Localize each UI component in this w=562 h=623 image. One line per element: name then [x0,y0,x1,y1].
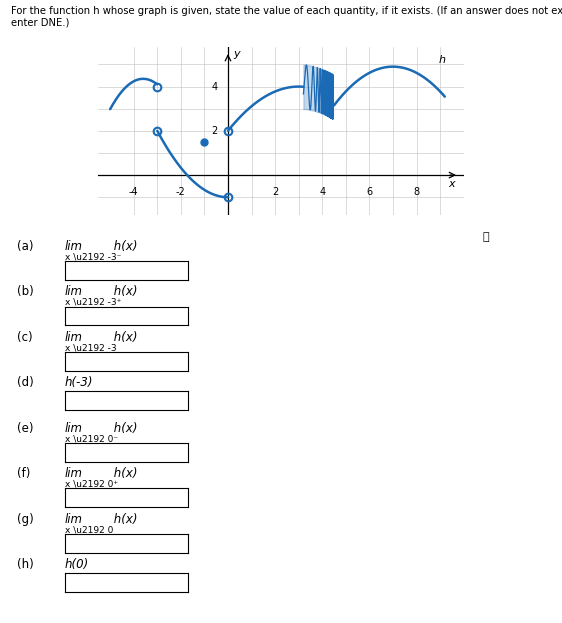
Text: ⓘ: ⓘ [483,232,490,242]
Text: 8: 8 [414,187,420,197]
Text: h: h [439,55,446,65]
Text: h(x): h(x) [110,513,137,526]
Text: y: y [233,49,239,59]
Text: (b): (b) [17,285,34,298]
Text: h(x): h(x) [110,467,137,480]
Text: lim: lim [65,422,83,435]
Text: (d): (d) [17,376,34,389]
Text: 6: 6 [366,187,373,197]
Text: (e): (e) [17,422,33,435]
Text: x \u2192 0: x \u2192 0 [65,525,113,534]
Text: 2: 2 [211,126,217,136]
Text: 2: 2 [272,187,278,197]
Text: enter DNE.): enter DNE.) [11,17,70,27]
Text: x \u2192 -3⁺: x \u2192 -3⁺ [65,298,121,307]
Text: (c): (c) [17,331,33,344]
Text: lim: lim [65,467,83,480]
Text: For the function h whose graph is given, state the value of each quantity, if it: For the function h whose graph is given,… [11,6,562,16]
Text: -4: -4 [129,187,138,197]
Text: (g): (g) [17,513,34,526]
Text: x \u2192 -3⁻: x \u2192 -3⁻ [65,252,121,261]
Text: h(-3): h(-3) [65,376,93,389]
Text: lim: lim [65,513,83,526]
Text: h(x): h(x) [110,285,137,298]
Text: -2: -2 [176,187,185,197]
Text: (f): (f) [17,467,30,480]
Text: lim: lim [65,331,83,344]
Text: h(x): h(x) [110,240,137,253]
Text: x \u2192 0⁻: x \u2192 0⁻ [65,434,118,443]
Text: x \u2192 -3: x \u2192 -3 [65,343,116,352]
Text: x: x [448,179,455,189]
Text: (a): (a) [17,240,33,253]
Text: lim: lim [65,285,83,298]
Text: 4: 4 [211,82,217,92]
Text: h(x): h(x) [110,422,137,435]
Text: h(x): h(x) [110,331,137,344]
Text: h(0): h(0) [65,558,89,571]
Text: (h): (h) [17,558,34,571]
Text: x \u2192 0⁺: x \u2192 0⁺ [65,480,118,488]
Text: 4: 4 [319,187,325,197]
Text: lim: lim [65,240,83,253]
